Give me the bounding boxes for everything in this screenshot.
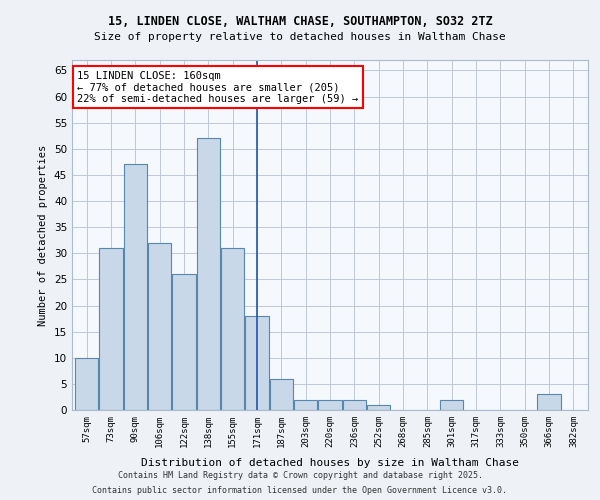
Bar <box>538 394 560 410</box>
Bar <box>245 316 269 410</box>
Y-axis label: Number of detached properties: Number of detached properties <box>38 144 49 326</box>
Bar <box>197 138 220 410</box>
Bar <box>270 378 293 410</box>
Bar <box>367 405 390 410</box>
Bar <box>124 164 147 410</box>
Bar <box>294 400 317 410</box>
Bar <box>75 358 98 410</box>
Text: Size of property relative to detached houses in Waltham Chase: Size of property relative to detached ho… <box>94 32 506 42</box>
Bar <box>440 400 463 410</box>
X-axis label: Distribution of detached houses by size in Waltham Chase: Distribution of detached houses by size … <box>141 458 519 468</box>
Bar <box>343 400 366 410</box>
Text: Contains public sector information licensed under the Open Government Licence v3: Contains public sector information licen… <box>92 486 508 495</box>
Bar <box>148 243 171 410</box>
Text: 15 LINDEN CLOSE: 160sqm
← 77% of detached houses are smaller (205)
22% of semi-d: 15 LINDEN CLOSE: 160sqm ← 77% of detache… <box>77 70 358 104</box>
Text: Contains HM Land Registry data © Crown copyright and database right 2025.: Contains HM Land Registry data © Crown c… <box>118 471 482 480</box>
Bar <box>100 248 122 410</box>
Bar <box>319 400 341 410</box>
Text: 15, LINDEN CLOSE, WALTHAM CHASE, SOUTHAMPTON, SO32 2TZ: 15, LINDEN CLOSE, WALTHAM CHASE, SOUTHAM… <box>107 15 493 28</box>
Bar <box>221 248 244 410</box>
Bar <box>172 274 196 410</box>
